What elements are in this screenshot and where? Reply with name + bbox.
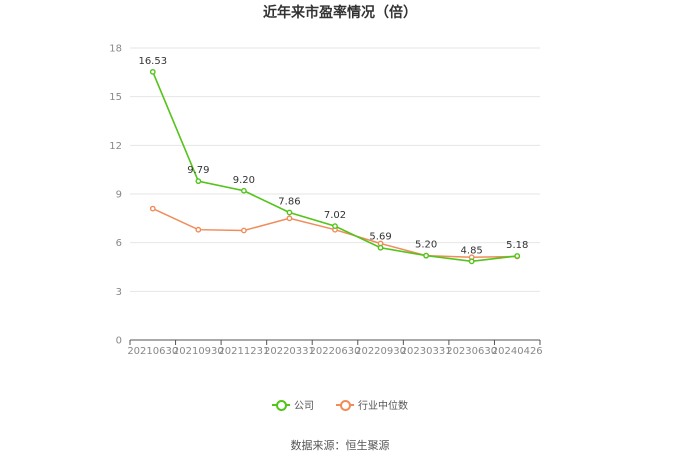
legend-label-industry-median: 行业中位数 xyxy=(358,401,408,412)
data-label-3: 7.86 xyxy=(278,196,300,207)
series-1-point-2 xyxy=(240,227,247,234)
x-tick-label-20220930: 20220930 xyxy=(355,346,406,357)
legend-swatch-industry-median xyxy=(336,399,354,411)
x-tick-label-20210930: 20210930 xyxy=(173,346,224,357)
x-tick-label-20210630: 20210630 xyxy=(127,346,178,357)
data-label-6: 5.20 xyxy=(415,240,437,251)
data-label-1: 9.79 xyxy=(187,165,209,176)
series-0-point-1 xyxy=(195,178,202,185)
legend-swatch-company xyxy=(272,399,290,411)
series-0-point-4 xyxy=(332,223,338,230)
x-tick-label-20220630: 20220630 xyxy=(310,346,361,357)
data-label-5: 5.69 xyxy=(369,232,391,243)
series-1-point-0 xyxy=(149,205,156,212)
series-0-point-3 xyxy=(286,209,293,216)
plot-area: 0 3 6 9 12 15 18 202106302021093020211231202203… xyxy=(109,44,543,358)
x-tick-label-20240426: 20240426 xyxy=(492,346,543,357)
x-tick-label-20230331: 20230331 xyxy=(401,346,452,357)
y-tick-label-3: 3 xyxy=(116,287,122,298)
series-0-point-7 xyxy=(468,258,475,265)
y-tick-label-18: 18 xyxy=(109,44,122,55)
data-label-2: 9.20 xyxy=(233,175,255,186)
series-0-point-8 xyxy=(514,253,521,259)
y-tick-label-15: 15 xyxy=(109,92,122,103)
data-label-7: 4.85 xyxy=(461,245,483,256)
data-label-4: 7.02 xyxy=(324,210,346,221)
legend-label-company: 公司 xyxy=(294,401,314,412)
y-tick-label-6: 6 xyxy=(116,238,122,249)
data-source-note: 数据来源：恒生聚源 xyxy=(290,439,390,452)
chart-title: 近年来市盈率情况（倍） xyxy=(263,5,417,21)
data-label-8: 5.18 xyxy=(506,240,528,251)
series-0-point-5 xyxy=(377,244,384,251)
x-tick-label-20230630: 20230630 xyxy=(446,346,497,357)
data-label-0: 16.53 xyxy=(138,56,167,67)
legend: 公司 行业中位数 xyxy=(0,397,680,412)
legend-item-company[interactable]: 公司 xyxy=(272,397,314,412)
legend-item-industry-median[interactable]: 行业中位数 xyxy=(336,397,408,412)
y-tick-label-12: 12 xyxy=(109,141,122,152)
y-tick-label-0: 0 xyxy=(116,336,122,347)
series-1-point-1 xyxy=(195,226,202,233)
series-0-point-6 xyxy=(423,252,430,259)
series-0-point-0 xyxy=(149,68,156,75)
y-tick-label-9: 9 xyxy=(116,190,122,201)
x-tick-label-20211231: 20211231 xyxy=(218,346,269,357)
series-1-point-3 xyxy=(286,215,293,222)
x-tick-label-20220331: 20220331 xyxy=(264,346,315,357)
series-0-point-2 xyxy=(240,187,247,194)
